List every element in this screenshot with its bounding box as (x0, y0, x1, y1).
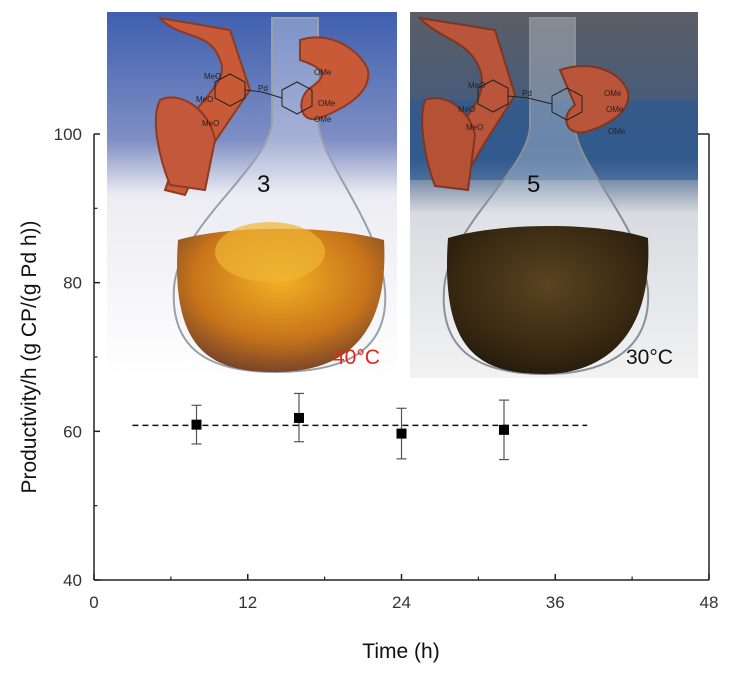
svg-text:OMe: OMe (314, 68, 332, 77)
data-point (294, 412, 304, 423)
inset-number-1: 3 (257, 171, 270, 198)
svg-text:MeO: MeO (468, 81, 485, 90)
molecule-structure-2 (477, 79, 583, 121)
data-point (499, 424, 509, 435)
inset-temperature-2: 30°C (626, 346, 673, 369)
svg-text:MeO: MeO (466, 123, 483, 132)
data-point (191, 419, 202, 430)
svg-text:MeO: MeO (196, 95, 213, 104)
x-tick-label: 36 (546, 593, 565, 612)
x-tick-label: 12 (238, 593, 257, 612)
inset-temperature-1: 40°C (333, 346, 380, 369)
data-point (396, 428, 407, 439)
svg-text:OMe: OMe (608, 127, 626, 136)
inset-number-2: 5 (527, 171, 540, 198)
data-points-layer (191, 392, 509, 461)
y-tick-label: 40 (63, 571, 82, 590)
flask-liquid-2 (446, 226, 649, 374)
y-tick-label: 100 (54, 125, 82, 144)
svg-text:OMe: OMe (318, 99, 336, 108)
x-axis-ticks: 0 12 24 36 48 (89, 574, 718, 612)
y-axis-ticks: 40 60 80 100 (54, 125, 100, 590)
y-axis-title: Productivity/h (g CP/(g Pd h)) (18, 220, 41, 493)
svg-text:Pd: Pd (258, 84, 268, 93)
svg-text:OMe: OMe (314, 115, 332, 124)
svg-text:OMe: OMe (604, 89, 622, 98)
molecule-structure-1 (214, 73, 313, 115)
x-tick-label: 24 (392, 593, 411, 612)
inset-photo-1: MeO MeO MeO Pd OMe OMe OMe 3 40°C (107, 12, 397, 378)
x-axis-title: Time (h) (362, 640, 439, 663)
inset-photo-2: MeO MeO MeO Pd OMe OMe OMe 5 30°C (410, 12, 698, 378)
y-tick-label: 80 (63, 274, 82, 293)
svg-text:MeO: MeO (458, 105, 475, 114)
y-tick-label: 60 (63, 422, 82, 441)
svg-text:Pd: Pd (522, 89, 532, 98)
svg-text:MeO: MeO (204, 72, 221, 81)
svg-text:MeO: MeO (202, 119, 219, 128)
x-tick-label: 0 (89, 593, 98, 612)
x-tick-label: 48 (700, 593, 719, 612)
svg-text:OMe: OMe (606, 105, 624, 114)
